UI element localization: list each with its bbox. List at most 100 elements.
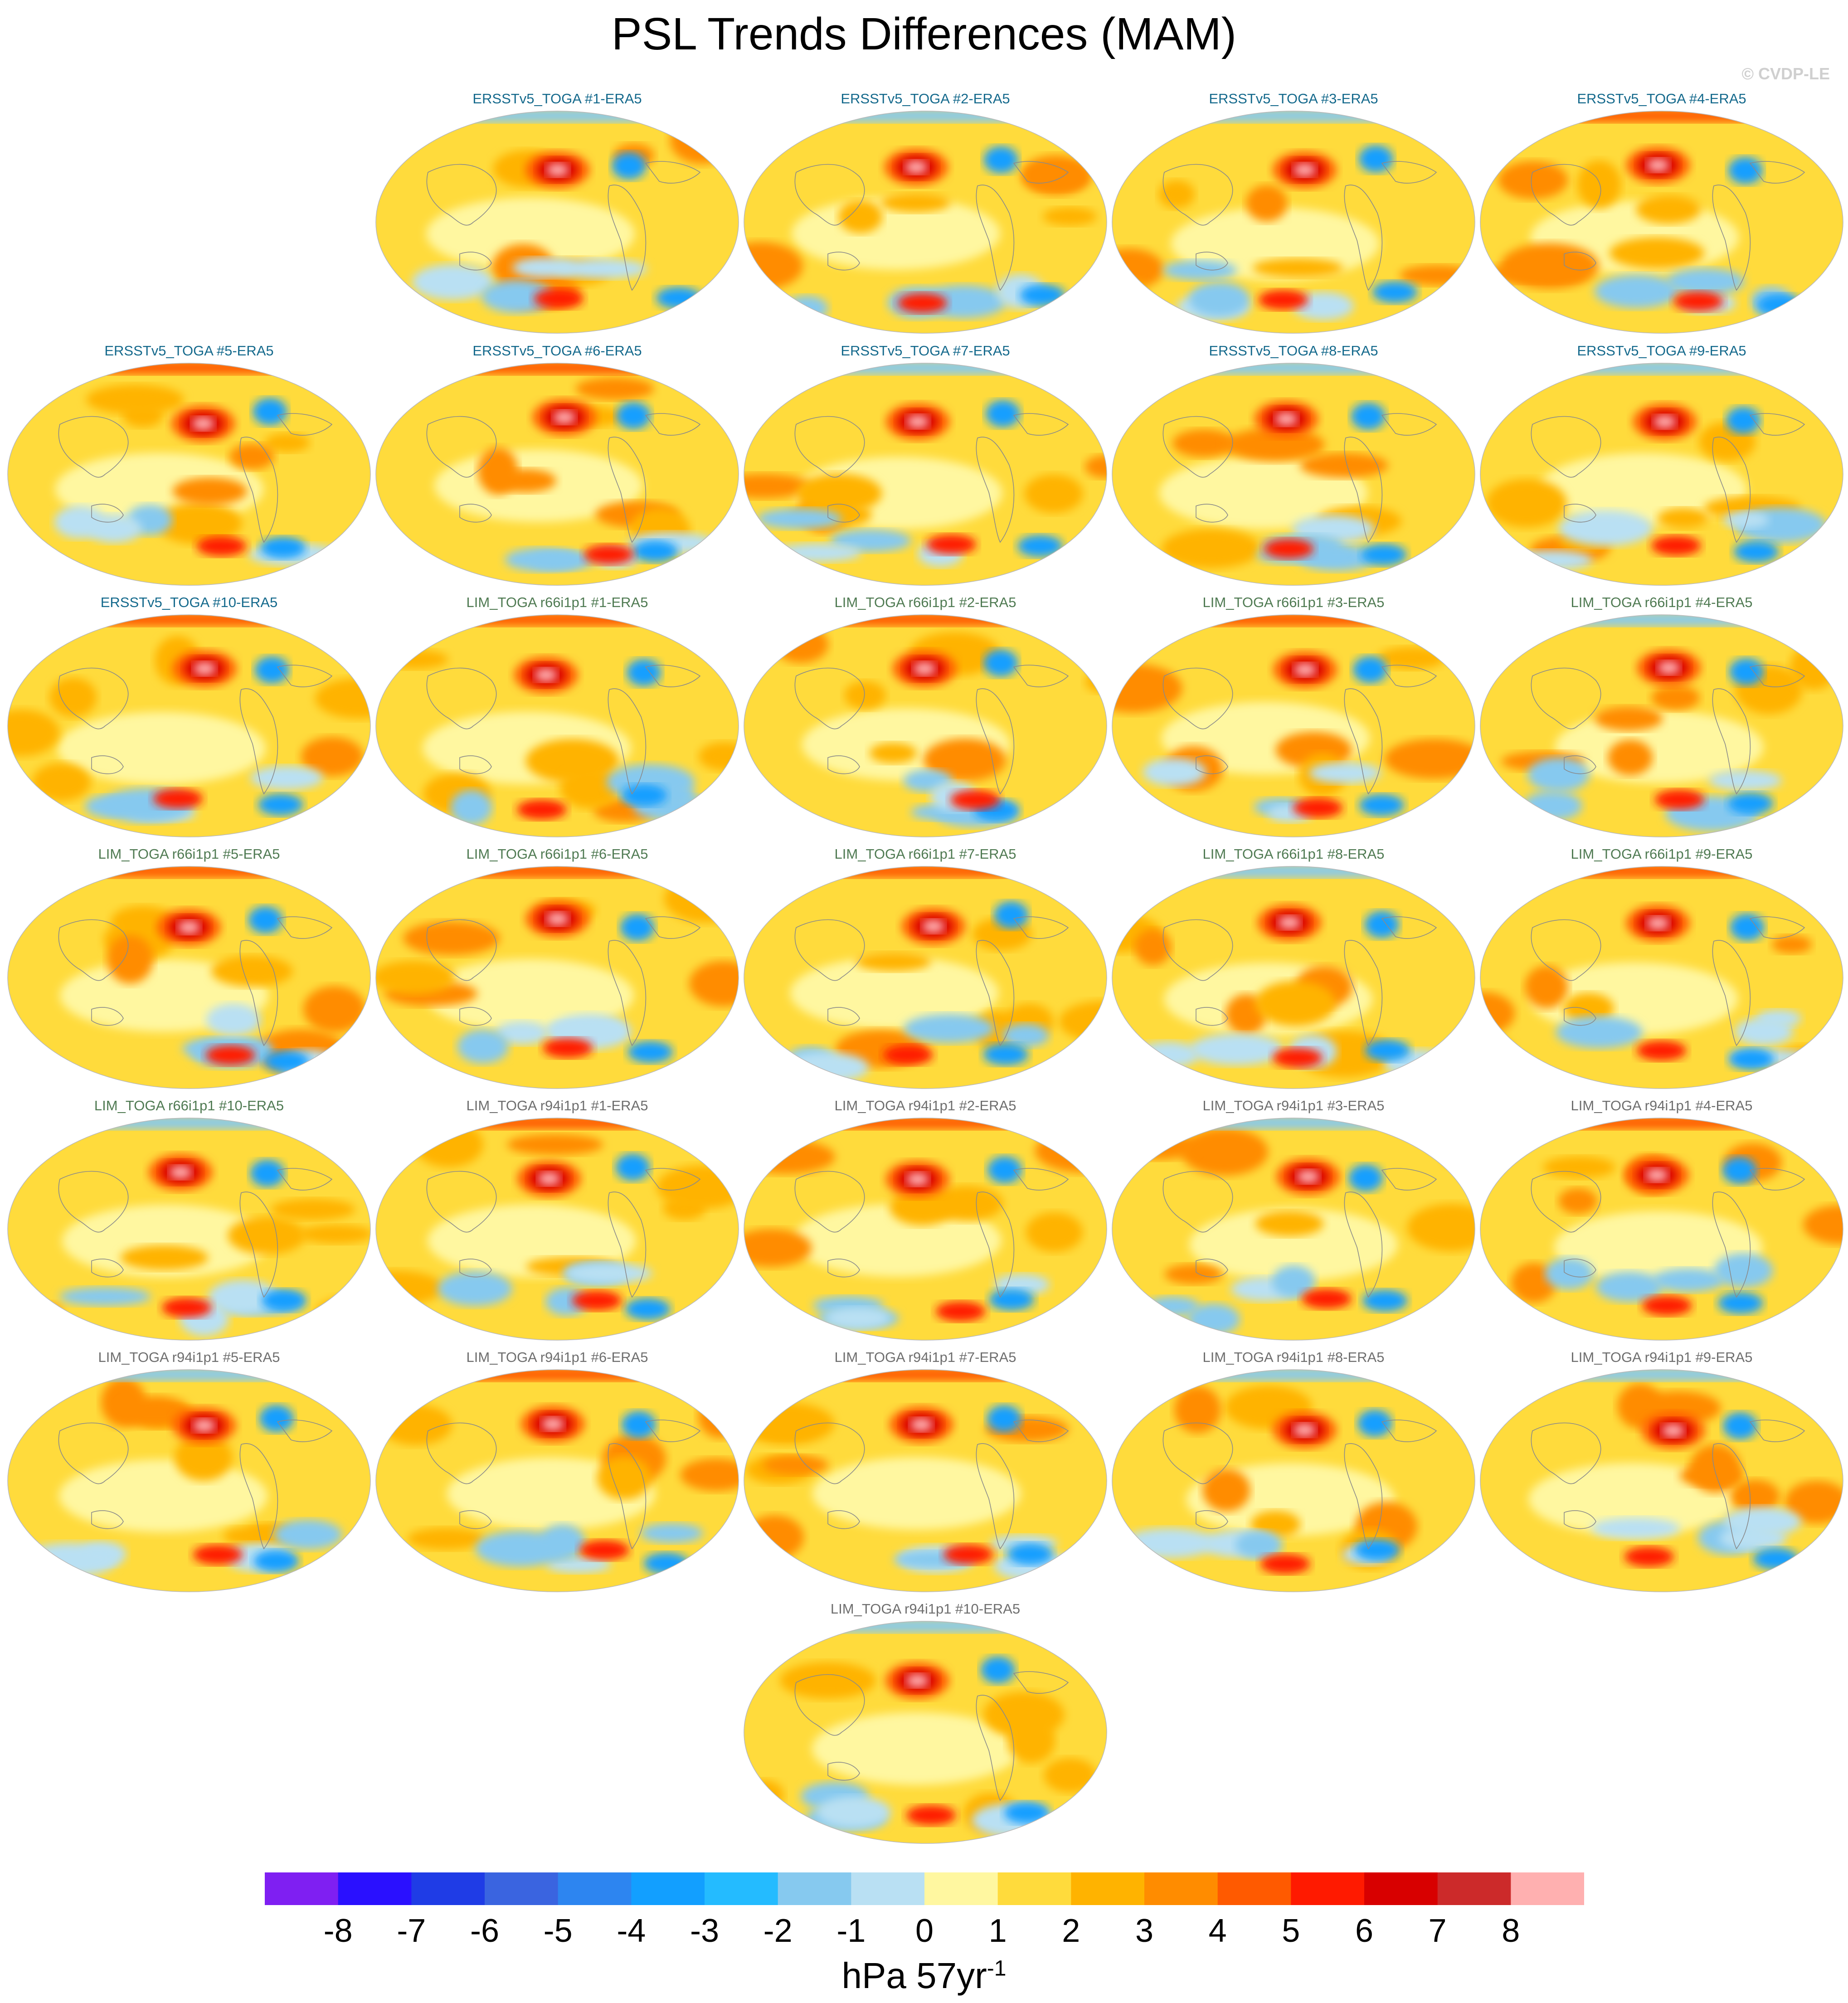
colorbar-tick-labels: -8 -7 -6 -5 -4 -3 -2 -1 0 1 2 3 4 5 6 7 8	[265, 1912, 1584, 1953]
globe-map	[7, 363, 371, 586]
colorbar-swatch	[778, 1872, 851, 1905]
panel-title: LIM_TOGA r94i1p1 #1-ERA5	[466, 1098, 648, 1113]
map-panel: LIM_TOGA r66i1p1 #4-ERA5	[1478, 594, 1845, 848]
globe-map	[1112, 363, 1475, 586]
panel-title: ERSSTv5_TOGA #9-ERA5	[1577, 343, 1746, 359]
colorbar-tick-label: -8	[323, 1913, 353, 1949]
colorbar-swatch	[1217, 1872, 1291, 1905]
colorbar-tick-label: 3	[1135, 1913, 1154, 1949]
globe-map	[375, 1369, 739, 1592]
colorbar-swatch	[705, 1872, 778, 1905]
colorbar-units: hPa 57yr-1	[0, 1955, 1848, 1997]
panel-title: LIM_TOGA r94i1p1 #4-ERA5	[1571, 1098, 1753, 1113]
globe-map	[1480, 614, 1843, 837]
globe-map	[1112, 111, 1475, 334]
globe-map	[1112, 866, 1475, 1089]
colorbar-tick-label: -7	[397, 1913, 426, 1949]
map-panel: LIM_TOGA r94i1p1 #3-ERA5	[1110, 1098, 1477, 1352]
panel-title: LIM_TOGA r94i1p1 #9-ERA5	[1571, 1349, 1753, 1365]
map-panel: LIM_TOGA r94i1p1 #2-ERA5	[742, 1098, 1109, 1352]
globe-map	[7, 614, 371, 837]
colorbar-swatch	[558, 1872, 632, 1905]
panel-title: LIM_TOGA r66i1p1 #6-ERA5	[466, 846, 648, 862]
globe-map	[1480, 866, 1843, 1089]
colorbar-swatch	[631, 1872, 705, 1905]
units-exponent: -1	[987, 1956, 1007, 1981]
colorbar-swatch	[924, 1872, 998, 1905]
map-panel: ERSSTv5_TOGA #8-ERA5	[1110, 343, 1477, 597]
map-panel: ERSSTv5_TOGA #4-ERA5	[1478, 91, 1845, 345]
globe-map	[375, 363, 739, 586]
colorbar-tick-label: 4	[1208, 1913, 1227, 1949]
colorbar-tick-label: -6	[470, 1913, 500, 1949]
panel-title: LIM_TOGA r94i1p1 #5-ERA5	[98, 1349, 280, 1365]
panel-title: LIM_TOGA r94i1p1 #8-ERA5	[1202, 1349, 1385, 1365]
panel-title: LIM_TOGA r66i1p1 #7-ERA5	[834, 846, 1016, 862]
colorbar-tick-label: 8	[1502, 1913, 1520, 1949]
colorbar-tick-label: -3	[690, 1913, 720, 1949]
colorbar-swatch	[997, 1872, 1071, 1905]
colorbar-tick-label: 2	[1062, 1913, 1080, 1949]
globe-map	[1480, 363, 1843, 586]
panel-title: LIM_TOGA r94i1p1 #10-ERA5	[830, 1601, 1021, 1617]
globe-map	[1112, 614, 1475, 837]
colorbar-tick-label: 1	[988, 1913, 1007, 1949]
map-panel: LIM_TOGA r66i1p1 #5-ERA5	[5, 846, 373, 1100]
panel-title: ERSSTv5_TOGA #4-ERA5	[1577, 91, 1746, 107]
panel-title: LIM_TOGA r66i1p1 #9-ERA5	[1571, 846, 1753, 862]
panel-title: LIM_TOGA r94i1p1 #2-ERA5	[834, 1098, 1016, 1113]
panel-title: ERSSTv5_TOGA #2-ERA5	[841, 91, 1010, 107]
units-text: hPa 57yr	[841, 1955, 987, 1996]
panel-title: ERSSTv5_TOGA #5-ERA5	[104, 343, 274, 359]
colorbar-tick-label: -2	[763, 1913, 793, 1949]
globe-map	[744, 363, 1107, 586]
globe-map	[744, 1621, 1107, 1844]
globe-map	[7, 866, 371, 1089]
colorbar-tick-label: 0	[915, 1913, 934, 1949]
globe-map	[375, 1118, 739, 1341]
map-panel: LIM_TOGA r94i1p1 #8-ERA5	[1110, 1349, 1477, 1603]
globe-map	[7, 1369, 371, 1592]
panel-title: ERSSTv5_TOGA #1-ERA5	[472, 91, 642, 107]
map-panel: LIM_TOGA r66i1p1 #10-ERA5	[5, 1098, 373, 1352]
panel-title: LIM_TOGA r66i1p1 #1-ERA5	[466, 594, 648, 610]
colorbar-swatch	[1291, 1872, 1365, 1905]
globe-map	[744, 1118, 1107, 1341]
colorbar-swatch	[1144, 1872, 1218, 1905]
map-panel: ERSSTv5_TOGA #5-ERA5	[5, 343, 373, 597]
globe-map	[1112, 1369, 1475, 1592]
map-panel: LIM_TOGA r94i1p1 #7-ERA5	[742, 1349, 1109, 1603]
globe-map	[1480, 111, 1843, 334]
colorbar-tick-label: 5	[1282, 1913, 1300, 1949]
map-panel: LIM_TOGA r94i1p1 #5-ERA5	[5, 1349, 373, 1603]
globe-map	[744, 1369, 1107, 1592]
colorbar-swatch	[411, 1872, 485, 1905]
map-panel: LIM_TOGA r94i1p1 #4-ERA5	[1478, 1098, 1845, 1352]
colorbar-swatch	[265, 1872, 339, 1905]
globe-map	[375, 614, 739, 837]
map-panel: ERSSTv5_TOGA #9-ERA5	[1478, 343, 1845, 597]
map-panel: ERSSTv5_TOGA #2-ERA5	[742, 91, 1109, 345]
colorbar-tick-label: -1	[836, 1913, 866, 1949]
map-panel: LIM_TOGA r66i1p1 #6-ERA5	[374, 846, 741, 1100]
map-panel: LIM_TOGA r66i1p1 #3-ERA5	[1110, 594, 1477, 848]
colorbar	[265, 1872, 1584, 1905]
colorbar-swatch	[1071, 1872, 1145, 1905]
colorbar-swatch	[851, 1872, 925, 1905]
map-panel: ERSSTv5_TOGA #6-ERA5	[374, 343, 741, 597]
colorbar-tick-label: 6	[1355, 1913, 1374, 1949]
map-panel: LIM_TOGA r66i1p1 #2-ERA5	[742, 594, 1109, 848]
figure-title: PSL Trends Differences (MAM)	[611, 9, 1237, 59]
map-panel: LIM_TOGA r66i1p1 #7-ERA5	[742, 846, 1109, 1100]
colorbar-tick-label: 7	[1428, 1913, 1447, 1949]
panel-title: ERSSTv5_TOGA #8-ERA5	[1209, 343, 1378, 359]
map-panel: LIM_TOGA r94i1p1 #6-ERA5	[374, 1349, 741, 1603]
panel-title: LIM_TOGA r66i1p1 #3-ERA5	[1202, 594, 1385, 610]
panel-title: LIM_TOGA r66i1p1 #8-ERA5	[1202, 846, 1385, 862]
globe-map	[1480, 1118, 1843, 1341]
panel-title: LIM_TOGA r66i1p1 #10-ERA5	[94, 1098, 284, 1113]
copyright-label: © CVDP-LE	[1741, 64, 1830, 83]
panel-title: LIM_TOGA r66i1p1 #2-ERA5	[834, 594, 1016, 610]
map-panel: LIM_TOGA r94i1p1 #10-ERA5	[742, 1601, 1109, 1855]
colorbar-swatch	[338, 1872, 412, 1905]
